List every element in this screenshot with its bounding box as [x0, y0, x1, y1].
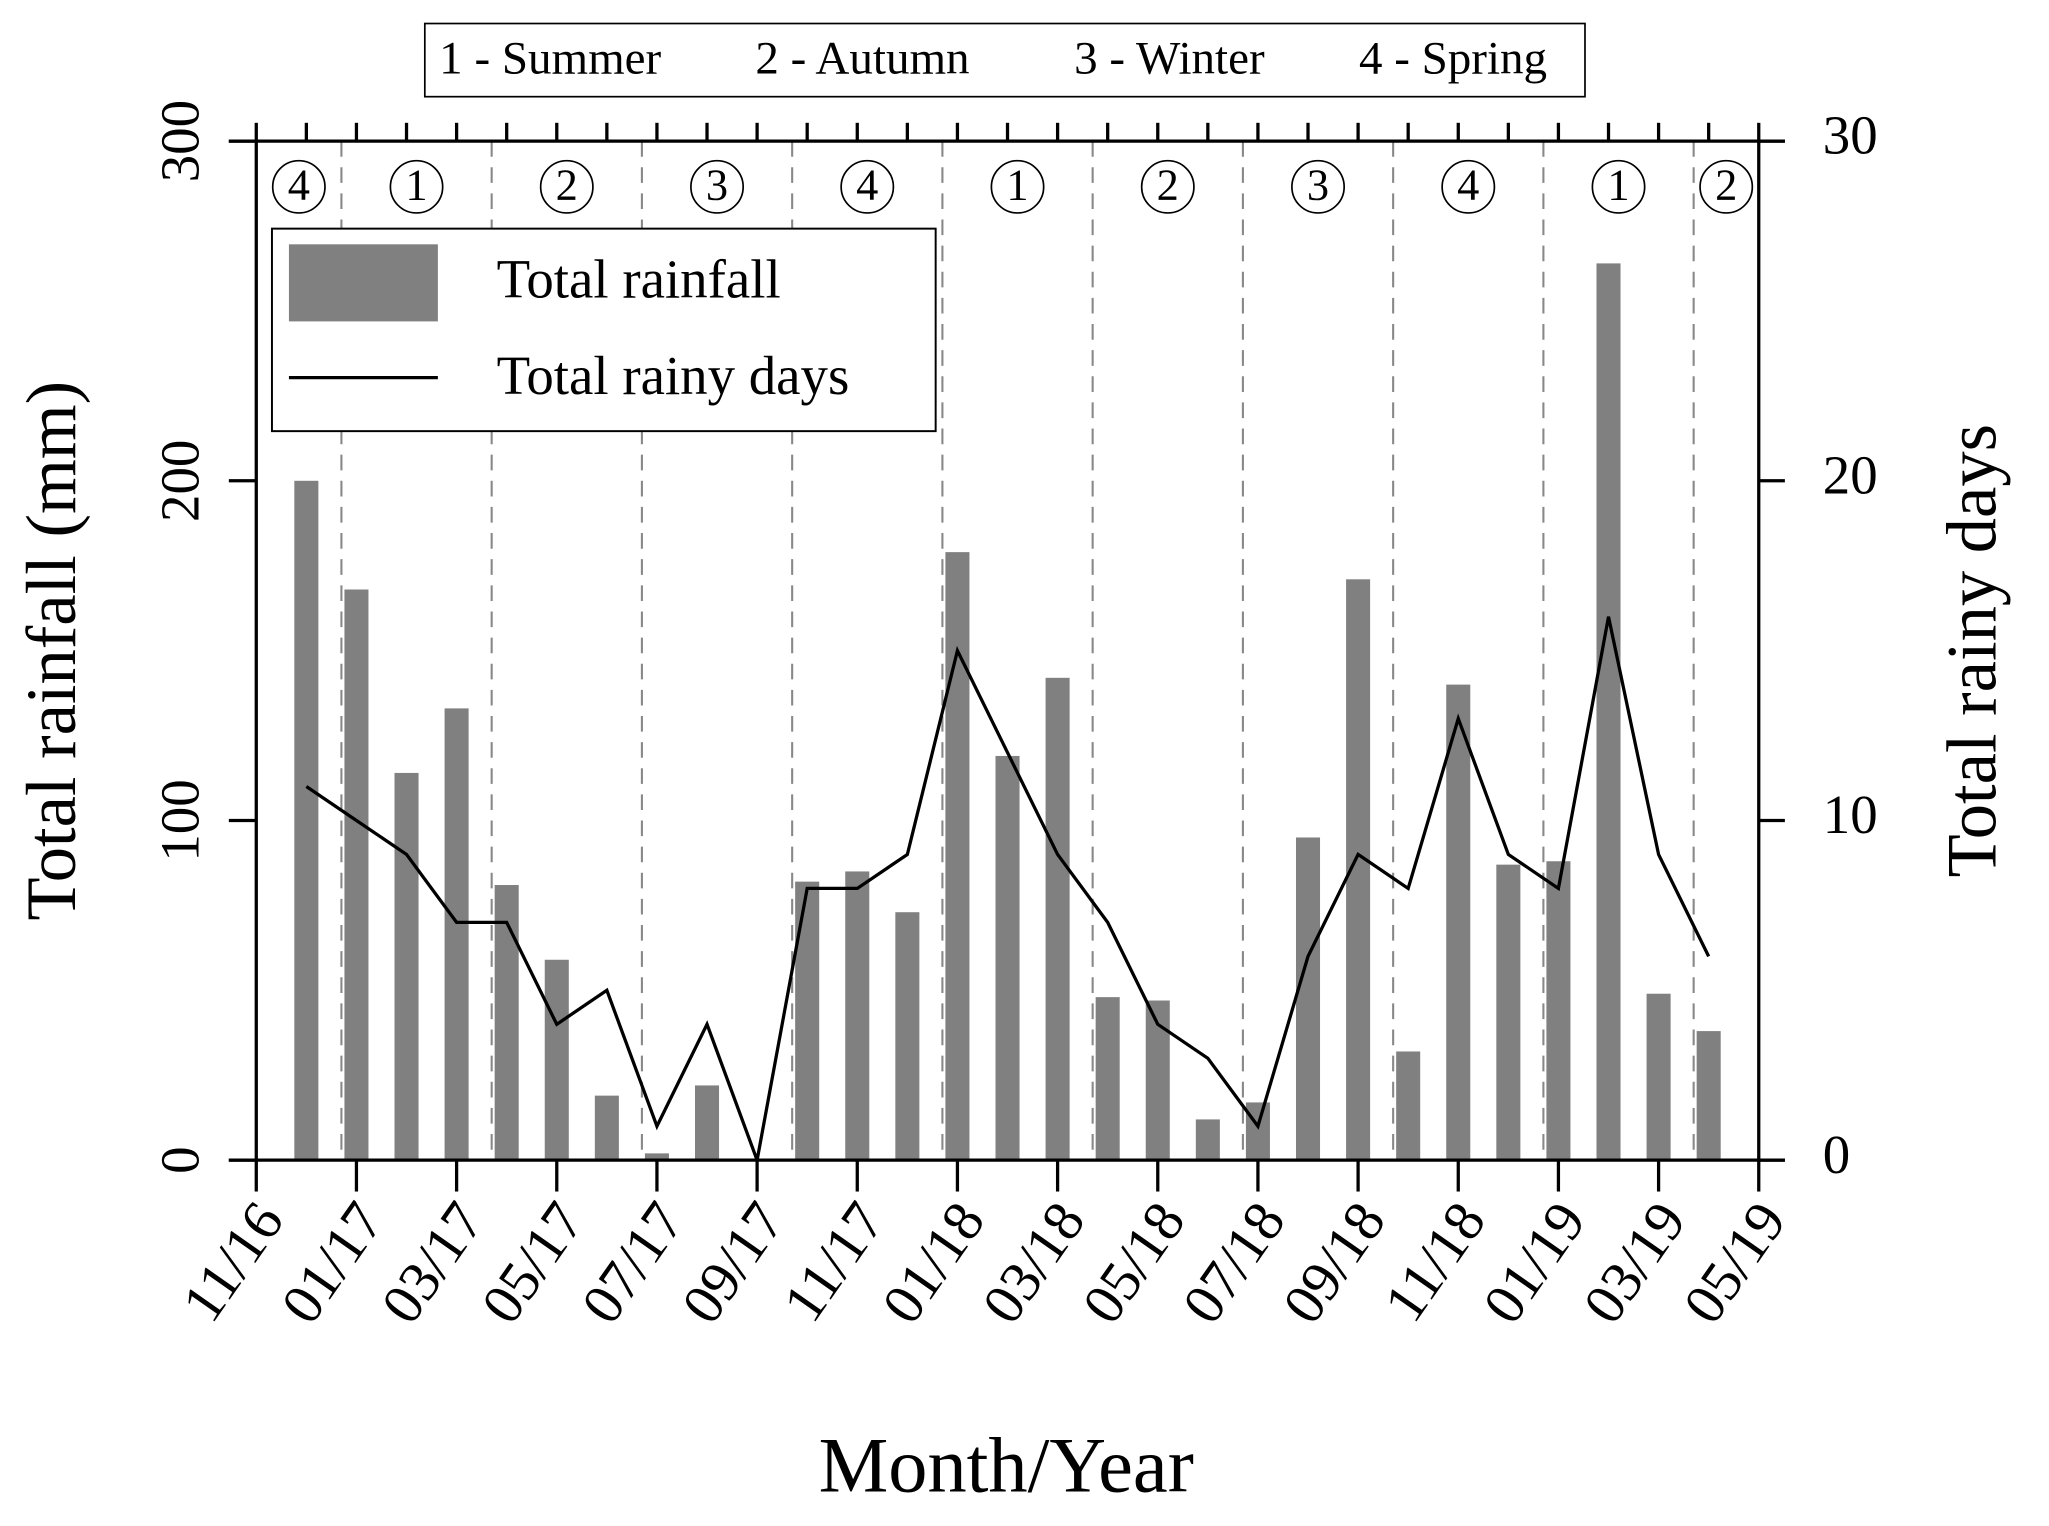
x-tick-label: 07/17 — [570, 1191, 697, 1334]
season-label: 2 — [1157, 160, 1179, 210]
bar — [594, 1095, 619, 1161]
bar — [294, 480, 319, 1161]
x-tick-label: 03/19 — [1572, 1191, 1699, 1334]
x-tick-label: 05/17 — [470, 1191, 597, 1334]
y2-tick-label: 0 — [1823, 1124, 1850, 1185]
bar — [444, 708, 469, 1161]
x-tick-label: 01/17 — [269, 1191, 396, 1334]
bar — [1095, 997, 1120, 1161]
bar — [1145, 1000, 1170, 1161]
season-legend-item: 2 - Autumn — [755, 33, 969, 85]
x-tick-label: 05/19 — [1672, 1191, 1799, 1334]
bar — [895, 912, 920, 1161]
bar — [1396, 1051, 1421, 1161]
legend-swatch — [288, 244, 438, 322]
season-legend-box — [423, 22, 1586, 98]
bar — [694, 1085, 720, 1161]
season-circle — [1140, 159, 1195, 214]
bar — [394, 772, 419, 1161]
bar — [945, 552, 970, 1161]
x-tick-label: 05/18 — [1071, 1191, 1198, 1334]
bar — [494, 885, 519, 1161]
season-legend-item: 1 - Summer — [439, 33, 661, 85]
x-tick-label: 07/18 — [1171, 1191, 1298, 1334]
season-legend-item: 4 - Spring — [1359, 33, 1547, 85]
x-tick-label: 11/16 — [171, 1191, 296, 1333]
season-label: 2 — [556, 160, 578, 210]
line — [305, 616, 1711, 1167]
season-circle — [1591, 159, 1646, 214]
x-tick-label: 03/18 — [971, 1191, 1098, 1334]
y2-tick-label: 30 — [1823, 105, 1878, 166]
y-tick-label: 100 — [149, 779, 210, 861]
season-circle — [840, 159, 895, 214]
y-tick-label: 0 — [149, 1146, 210, 1173]
season-circle — [690, 159, 745, 214]
season-circle — [271, 159, 326, 214]
bar — [1596, 263, 1621, 1161]
season-label: 3 — [1307, 160, 1329, 210]
x-tick-label: 09/18 — [1271, 1191, 1398, 1334]
season-circle — [990, 159, 1045, 214]
bar — [1045, 677, 1070, 1161]
season-circle — [1291, 159, 1346, 214]
bar — [995, 755, 1020, 1161]
bar — [795, 881, 820, 1161]
season-circle — [539, 159, 594, 214]
bar — [1195, 1119, 1220, 1161]
y-tick-label: 200 — [149, 440, 210, 522]
season-circle — [1441, 159, 1496, 214]
season-circle — [1699, 159, 1754, 214]
season-label: 1 — [1607, 160, 1629, 210]
bar — [1496, 864, 1521, 1161]
season-label: 4 — [288, 160, 310, 210]
season-label: 3 — [706, 160, 728, 210]
bar — [1546, 861, 1571, 1161]
legend-label: Total rainy days — [497, 345, 850, 406]
bar — [644, 1153, 669, 1161]
x-tick-label: 01/18 — [870, 1191, 997, 1334]
season-label: 2 — [1715, 160, 1737, 210]
season-label: 4 — [1457, 160, 1479, 210]
bar — [1245, 1102, 1270, 1161]
bar — [1646, 993, 1671, 1161]
bar — [1446, 684, 1471, 1161]
y2-tick-label: 20 — [1823, 444, 1878, 505]
bar — [344, 589, 369, 1161]
season-label: 1 — [1006, 160, 1028, 210]
x-tick-label: 11/17 — [772, 1191, 897, 1333]
x-tick-label: 03/17 — [370, 1191, 497, 1334]
y-axis-title: Total rainfall (mm) — [13, 381, 91, 921]
season-circle — [389, 159, 444, 214]
season-label: 4 — [856, 160, 878, 210]
y-tick-label: 300 — [149, 100, 210, 182]
bar — [1696, 1031, 1721, 1161]
legend-label: Total rainfall — [497, 248, 781, 309]
season-legend-item: 3 - Winter — [1074, 33, 1265, 85]
bar — [845, 871, 870, 1161]
bar — [544, 959, 569, 1161]
season-label: 1 — [405, 160, 427, 210]
x-axis-title: Month/Year — [819, 1422, 1194, 1509]
y2-axis-title: Total rainy days — [1934, 424, 2012, 877]
x-tick-label: 09/17 — [670, 1191, 797, 1334]
x-tick-label: 11/18 — [1373, 1191, 1498, 1333]
x-tick-label: 01/19 — [1471, 1191, 1598, 1334]
bar — [1295, 837, 1321, 1161]
y2-tick-label: 10 — [1823, 784, 1878, 845]
